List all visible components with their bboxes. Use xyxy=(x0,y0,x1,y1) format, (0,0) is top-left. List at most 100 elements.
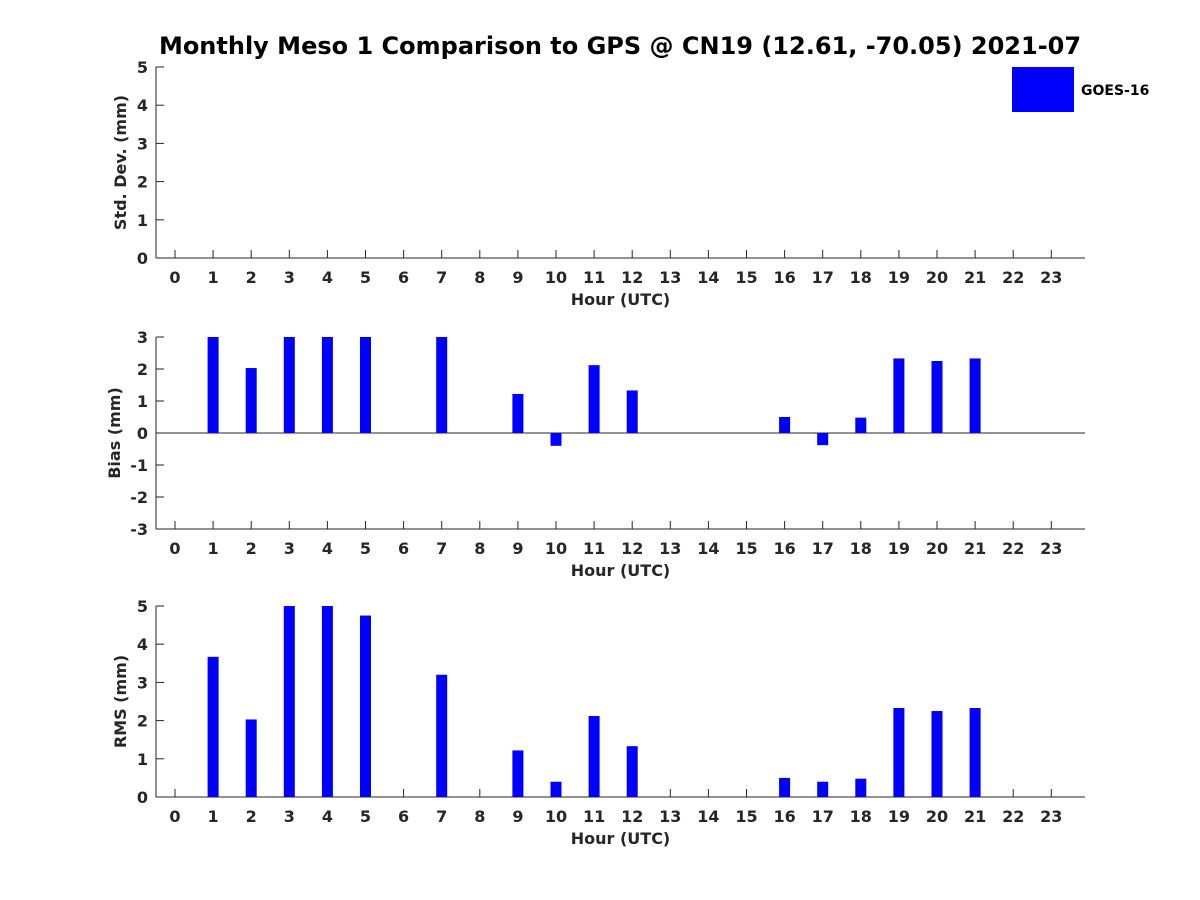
bias-y-tick-label: 0 xyxy=(137,424,148,443)
rms-y-tick-label: 0 xyxy=(137,788,148,807)
bias-x-tick-label: 17 xyxy=(812,539,834,558)
rms-x-tick-label: 17 xyxy=(812,807,834,826)
std-x-tick-label: 23 xyxy=(1040,268,1062,287)
std-x-tick-label: 7 xyxy=(436,268,447,287)
std-x-label: Hour (UTC) xyxy=(571,290,671,309)
rms-x-tick-label: 12 xyxy=(621,807,643,826)
std-x-tick-label: 11 xyxy=(583,268,605,287)
rms-x-tick-label: 1 xyxy=(208,807,219,826)
bias-bar-hour-20 xyxy=(931,361,943,433)
bias-y-label: Bias (mm) xyxy=(105,387,124,479)
std-x-tick-label: 14 xyxy=(697,268,719,287)
std-x-tick-label: 0 xyxy=(169,268,180,287)
rms-bar-hour-12 xyxy=(626,746,638,797)
bias-bar-hour-11 xyxy=(588,365,600,433)
rms-x-tick-label: 22 xyxy=(1002,807,1024,826)
bias-x-tick-label: 0 xyxy=(169,539,180,558)
std-x-tick-label: 6 xyxy=(398,268,409,287)
rms-x-tick-label: 2 xyxy=(246,807,257,826)
std-y-tick-label: 2 xyxy=(137,173,148,192)
bias-y-tick-label: -2 xyxy=(130,488,148,507)
rms-y-label: RMS (mm) xyxy=(111,655,130,748)
std-y-tick-label: 1 xyxy=(137,211,148,230)
std-x-tick-label: 3 xyxy=(284,268,295,287)
rms-x-label: Hour (UTC) xyxy=(571,829,671,848)
rms-x-tick-label: 5 xyxy=(360,807,371,826)
rms-x-tick-label: 6 xyxy=(398,807,409,826)
rms-y-tick-label: 1 xyxy=(137,750,148,769)
bias-y-tick-label: 3 xyxy=(137,328,148,347)
std-x-tick-label: 17 xyxy=(812,268,834,287)
std-x-tick-label: 2 xyxy=(246,268,257,287)
rms-bar-hour-3 xyxy=(283,606,295,797)
rms-x-tick-label: 8 xyxy=(474,807,485,826)
rms-bar-hour-20 xyxy=(931,711,943,797)
rms-y-tick-label: 3 xyxy=(137,673,148,692)
bias-bar-hour-17 xyxy=(817,433,829,446)
bias-x-tick-label: 19 xyxy=(888,539,910,558)
bias-x-label: Hour (UTC) xyxy=(571,561,671,580)
bias-bar-hour-3 xyxy=(283,337,295,433)
bias-x-tick-label: 20 xyxy=(926,539,948,558)
bias-bar-hour-10 xyxy=(550,433,562,446)
bias-x-tick-label: 7 xyxy=(436,539,447,558)
std-x-tick-label: 21 xyxy=(964,268,986,287)
std-x-tick-label: 9 xyxy=(512,268,523,287)
bias-x-tick-label: 16 xyxy=(773,539,795,558)
rms-x-tick-label: 3 xyxy=(284,807,295,826)
rms-bar-hour-17 xyxy=(817,781,829,797)
bias-bar-hour-2 xyxy=(245,368,257,433)
std-x-tick-label: 5 xyxy=(360,268,371,287)
bias-bar-hour-9 xyxy=(512,393,524,433)
bias-bar-hour-1 xyxy=(207,337,219,433)
bias-x-tick-label: 21 xyxy=(964,539,986,558)
rms-x-tick-label: 13 xyxy=(659,807,681,826)
rms-bar-hour-2 xyxy=(245,719,257,797)
bias-x-tick-label: 23 xyxy=(1040,539,1062,558)
std-y-tick-label: 5 xyxy=(137,58,148,77)
legend: GOES-16 xyxy=(1012,67,1149,112)
bias-y-tick-label: -3 xyxy=(130,520,148,539)
rms-bar-hour-1 xyxy=(207,656,219,797)
rms-bar-hour-19 xyxy=(893,707,905,797)
rms-x-tick-label: 11 xyxy=(583,807,605,826)
std-x-tick-label: 8 xyxy=(474,268,485,287)
rms-bar-hour-5 xyxy=(360,615,371,797)
rms-x-tick-label: 16 xyxy=(773,807,795,826)
rms-x-tick-label: 7 xyxy=(436,807,447,826)
bias-x-tick-label: 22 xyxy=(1002,539,1024,558)
rms-bar-hour-11 xyxy=(588,716,600,797)
rms-x-tick-label: 10 xyxy=(545,807,567,826)
bias-bar-hour-21 xyxy=(969,358,981,433)
legend-swatch-goes16 xyxy=(1012,67,1074,112)
bias-x-tick-label: 9 xyxy=(512,539,523,558)
bias-bar-hour-18 xyxy=(855,417,867,433)
bias-bar-hour-5 xyxy=(360,337,371,433)
bias-bar-hour-19 xyxy=(893,358,905,433)
bias-bar-hour-7 xyxy=(436,337,448,433)
bias-x-tick-label: 14 xyxy=(697,539,719,558)
std-x-tick-label: 19 xyxy=(888,268,910,287)
bias-bar-hour-12 xyxy=(626,390,638,433)
rms-x-tick-label: 19 xyxy=(888,807,910,826)
std-y-tick-label: 3 xyxy=(137,134,148,153)
std-x-tick-label: 22 xyxy=(1002,268,1024,287)
rms-bar-hour-10 xyxy=(550,781,562,797)
legend-label-goes16: GOES-16 xyxy=(1081,83,1149,99)
rms-x-tick-label: 21 xyxy=(964,807,986,826)
bias-x-tick-label: 5 xyxy=(360,539,371,558)
rms-bar-hour-4 xyxy=(321,606,333,797)
std-y-tick-label: 0 xyxy=(137,249,148,268)
std-x-tick-label: 1 xyxy=(208,268,219,287)
std-x-tick-label: 4 xyxy=(322,268,333,287)
chart-title: Monthly Meso 1 Comparison to GPS @ CN19 … xyxy=(159,32,1081,60)
rms-bar-hour-18 xyxy=(855,778,867,797)
std-x-tick-label: 15 xyxy=(735,268,757,287)
std-x-tick-label: 20 xyxy=(926,268,948,287)
std-x-tick-label: 12 xyxy=(621,268,643,287)
bias-x-tick-label: 15 xyxy=(735,539,757,558)
std-y-tick-label: 4 xyxy=(137,96,148,115)
rms-bar-hour-7 xyxy=(436,674,448,797)
